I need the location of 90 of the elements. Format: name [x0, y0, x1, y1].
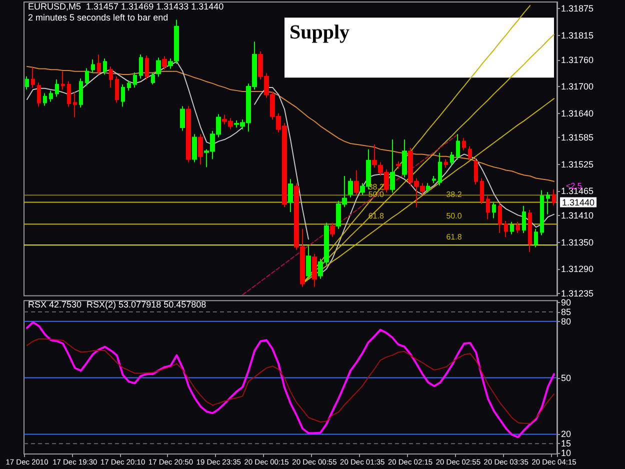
candlestick — [450, 151, 454, 166]
candlestick — [25, 76, 29, 90]
text: 2 minutes 5 seconds left to bar end — [28, 12, 168, 22]
candlestick — [79, 78, 83, 108]
candlestick — [180, 106, 185, 132]
candlestick — [546, 192, 550, 215]
y-tick-label: 1.31875 — [561, 4, 594, 14]
line-series — [26, 338, 555, 424]
candlestick — [31, 66, 35, 88]
band-label: Supply — [290, 22, 350, 44]
candlestick — [162, 56, 167, 70]
candlestick — [73, 92, 77, 118]
candlestick — [37, 82, 41, 108]
candlestick — [61, 70, 65, 90]
candlestick — [348, 178, 353, 198]
candlestick — [498, 202, 502, 234]
candlestick — [198, 134, 203, 165]
candlestick — [168, 58, 173, 70]
annotation: 61.8 — [446, 232, 462, 242]
y-tick-label: 80 — [561, 316, 572, 326]
y-tick-label: 20 — [561, 429, 572, 440]
candlestick — [474, 158, 478, 185]
candlestick — [55, 78, 59, 98]
candlestick — [121, 84, 125, 108]
candlestick — [133, 72, 137, 88]
y-tick-label: 85 — [561, 306, 572, 317]
candlestick — [486, 196, 490, 220]
y-tick-label: 1.31700 — [561, 82, 594, 92]
line-series — [26, 66, 555, 182]
y-tick-label: 1.31760 — [561, 54, 594, 65]
annotation: 50.0 — [446, 212, 462, 221]
candlestick — [174, 19, 179, 64]
candlestick — [67, 80, 71, 108]
y-tick-label: 50 — [561, 372, 572, 383]
candlestick — [49, 90, 53, 102]
candlestick — [396, 160, 401, 169]
candlestick — [306, 245, 311, 280]
candlestick — [444, 158, 448, 168]
candlestick — [192, 134, 197, 163]
candlestick — [516, 221, 520, 234]
y-tick-label: 1.31350 — [561, 237, 594, 248]
candlestick — [85, 68, 89, 86]
candlestick — [103, 58, 107, 76]
candlestick — [127, 80, 131, 92]
y-tick-label: 1.31235 — [561, 288, 594, 298]
y-tick-label: 1.31410 — [561, 210, 594, 221]
candlestick — [288, 178, 293, 213]
candlestick — [139, 54, 143, 80]
candlestick — [354, 170, 359, 196]
candlestick — [510, 221, 514, 235]
candlestick — [492, 201, 496, 219]
candlestick — [91, 58, 95, 74]
candlestick — [534, 228, 538, 248]
candlestick — [522, 205, 526, 234]
candlestick — [312, 253, 317, 288]
candlestick — [390, 139, 395, 193]
y-tick-label: 10 — [561, 448, 572, 458]
candlestick — [504, 220, 508, 238]
y-tick-label: 1.31815 — [561, 30, 594, 40]
chart-title: RSX 42.7530 RSX(2) 53.077918 50.457808 — [28, 300, 206, 310]
candlestick — [432, 176, 436, 184]
candlestick — [97, 54, 101, 76]
candlestick — [330, 222, 335, 238]
candlestick — [109, 66, 113, 88]
candlestick — [151, 72, 155, 85]
candlestick — [528, 209, 532, 253]
candlestick — [462, 138, 466, 151]
candlestick — [156, 57, 161, 78]
candlestick — [552, 188, 556, 206]
line-series — [26, 321, 556, 438]
y-tick-label: 15 — [561, 438, 572, 449]
ref-line-label: 1.31440 — [562, 197, 595, 208]
chart-title: EURUSD,M5 1.31457 1.31469 1.31433 1.31440 — [28, 2, 224, 12]
candlestick — [145, 54, 149, 80]
y-tick-label: 1.31585 — [561, 132, 594, 143]
candlestick — [43, 92, 47, 106]
candlestick — [480, 178, 484, 205]
y-tick-label: 1.31290 — [561, 264, 594, 274]
candlestick — [115, 76, 119, 104]
candlestick — [186, 106, 191, 163]
y-tick-label: 90 — [561, 298, 572, 308]
candlestick — [540, 190, 544, 236]
candlestick — [438, 152, 442, 186]
candlestick — [426, 182, 430, 193]
y-tick-label: 1.31640 — [561, 108, 594, 118]
candlestick — [468, 146, 472, 161]
y-tick-label: 1.31525 — [561, 159, 594, 170]
candlestick — [372, 144, 377, 168]
candlestick — [456, 134, 460, 160]
candlestick — [402, 139, 407, 178]
